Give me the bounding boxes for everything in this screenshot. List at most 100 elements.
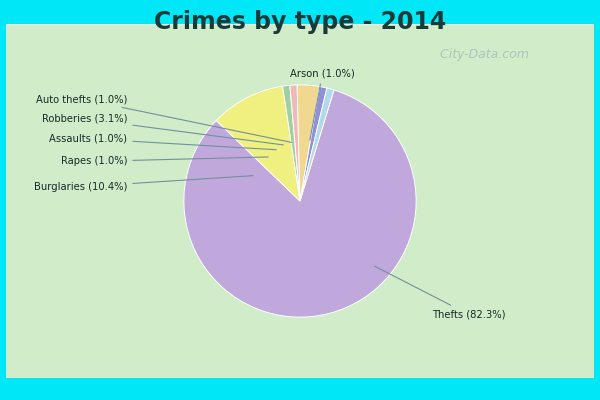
Bar: [6, 24, 594, 70]
Bar: [6, 24, 594, 130]
Bar: [6, 24, 594, 74]
Bar: [6, 24, 594, 36]
Bar: [6, 25, 594, 203]
Wedge shape: [300, 88, 334, 201]
Bar: [6, 24, 594, 28]
Bar: [6, 25, 594, 176]
Bar: [6, 25, 594, 266]
Bar: [6, 25, 594, 199]
Bar: [6, 24, 594, 116]
Bar: [6, 24, 594, 121]
Bar: [6, 25, 594, 164]
Bar: [6, 26, 594, 332]
Bar: [6, 25, 594, 252]
Bar: [6, 24, 594, 90]
Bar: [6, 24, 594, 47]
Bar: [6, 25, 594, 238]
Bar: [6, 24, 594, 40]
Bar: [6, 26, 594, 334]
Bar: [6, 25, 594, 249]
Bar: [6, 24, 594, 49]
Wedge shape: [297, 85, 320, 201]
Bar: [6, 25, 594, 180]
Bar: [6, 24, 594, 81]
Bar: [6, 25, 594, 190]
Bar: [6, 25, 594, 288]
Text: Burglaries (10.4%): Burglaries (10.4%): [34, 176, 253, 192]
Bar: [6, 26, 594, 342]
Bar: [6, 24, 594, 95]
Bar: [6, 25, 594, 284]
Bar: [6, 25, 594, 167]
Bar: [6, 25, 594, 272]
Bar: [6, 25, 594, 274]
Bar: [6, 26, 594, 339]
Bar: [6, 25, 594, 258]
Text: Arson (1.0%): Arson (1.0%): [290, 68, 355, 140]
Bar: [6, 26, 594, 325]
Bar: [6, 26, 594, 337]
Bar: [6, 25, 594, 155]
Bar: [6, 25, 594, 304]
Bar: [6, 25, 594, 217]
Bar: [6, 25, 594, 189]
Wedge shape: [300, 86, 327, 201]
Bar: [6, 24, 594, 91]
Bar: [6, 24, 594, 54]
Bar: [6, 24, 594, 26]
Bar: [6, 25, 594, 293]
Bar: [6, 25, 594, 254]
Bar: [6, 25, 594, 226]
Bar: [6, 25, 594, 242]
Bar: [6, 25, 594, 171]
Bar: [6, 24, 594, 136]
Bar: [6, 25, 594, 198]
Bar: [6, 26, 594, 328]
Bar: [6, 25, 594, 300]
Bar: [6, 25, 594, 295]
Bar: [6, 24, 594, 75]
Bar: [6, 24, 594, 29]
Bar: [6, 24, 594, 106]
Bar: [6, 25, 594, 215]
Bar: [6, 25, 594, 286]
Bar: [6, 25, 594, 290]
Bar: [6, 25, 594, 182]
Bar: [6, 24, 594, 50]
Bar: [6, 24, 594, 100]
Bar: [6, 25, 594, 268]
Bar: [6, 26, 594, 323]
Bar: [6, 24, 594, 109]
Bar: [6, 26, 594, 321]
Bar: [6, 25, 594, 157]
Bar: [6, 25, 594, 282]
Text: Robberies (3.1%): Robberies (3.1%): [42, 114, 283, 145]
Bar: [6, 26, 594, 327]
Bar: [6, 25, 594, 212]
Bar: [6, 25, 594, 240]
Bar: [6, 24, 594, 96]
Text: Assaults (1.0%): Assaults (1.0%): [49, 134, 277, 150]
Bar: [6, 24, 594, 93]
Bar: [6, 26, 594, 312]
Bar: [6, 25, 594, 192]
Bar: [6, 25, 594, 228]
Bar: [6, 24, 594, 56]
Bar: [6, 24, 594, 127]
Bar: [6, 25, 594, 194]
Bar: [6, 24, 594, 61]
Bar: [6, 25, 594, 183]
Bar: [6, 24, 594, 134]
Bar: [6, 24, 594, 111]
Bar: [6, 24, 594, 98]
Bar: [6, 25, 594, 277]
Bar: [6, 25, 594, 261]
Bar: [6, 25, 594, 265]
Bar: [6, 24, 594, 123]
Text: Rapes (1.0%): Rapes (1.0%): [61, 156, 268, 166]
Bar: [6, 24, 594, 68]
Bar: [6, 25, 594, 270]
Bar: [6, 24, 594, 63]
Bar: [6, 25, 594, 210]
Bar: [6, 24, 594, 139]
